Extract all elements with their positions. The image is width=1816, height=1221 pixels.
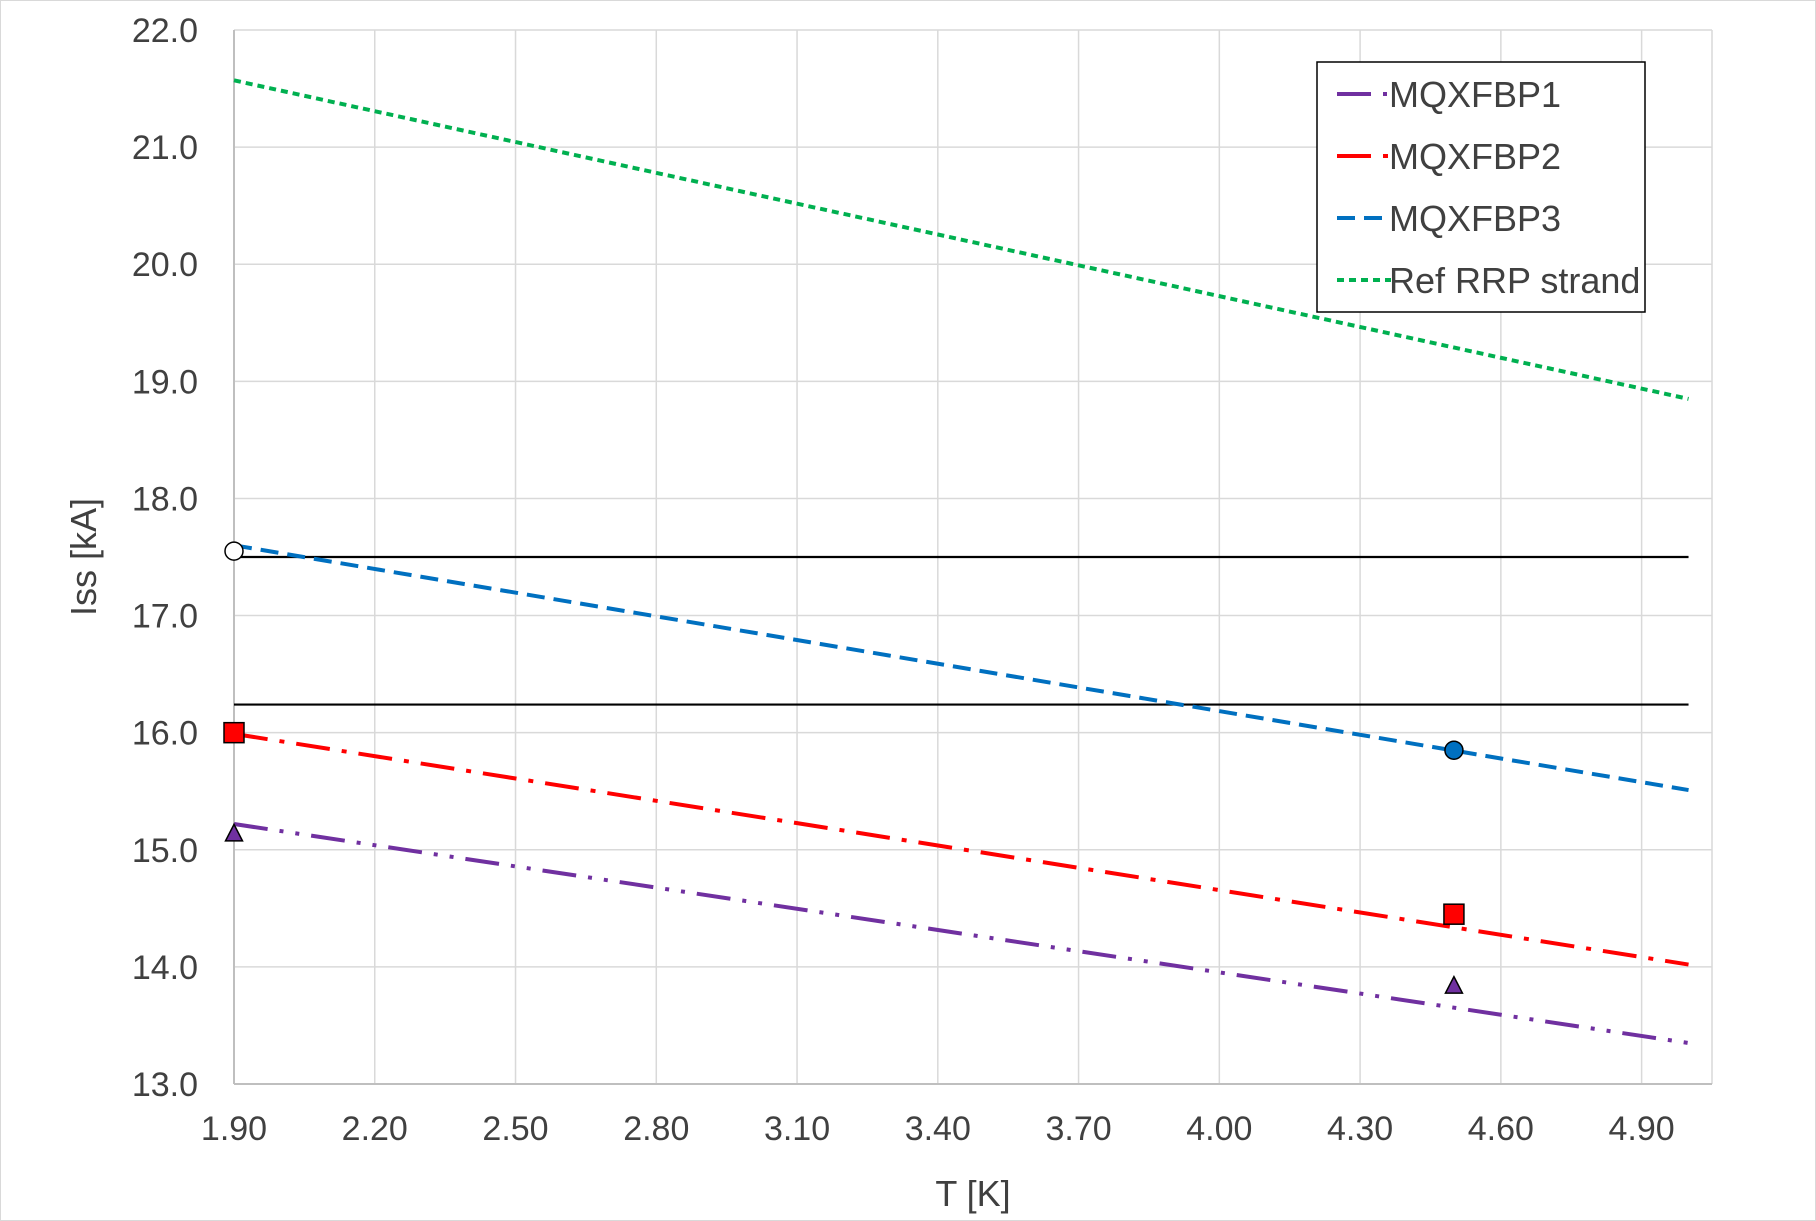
- x-tick-label: 2.80: [623, 1110, 689, 1148]
- legend-box: [1316, 61, 1646, 313]
- x-tick-label: 4.60: [1468, 1110, 1534, 1148]
- legend-item-mqxfbp3: MQXFBP3: [1337, 198, 1561, 239]
- x-axis-title: T [K]: [935, 1173, 1010, 1214]
- y-tick-label: 16.0: [132, 715, 198, 753]
- legend-item-ref-rrp-strand: Ref RRP strand: [1337, 260, 1640, 301]
- triangle-marker: [224, 822, 244, 842]
- y-axis-title: Iss [kA]: [63, 498, 104, 616]
- circle-marker: [224, 541, 244, 561]
- triangle-marker: [1444, 974, 1464, 994]
- y-tick-label: 22.0: [132, 12, 198, 50]
- reference-lines: [234, 555, 1689, 706]
- x-tick-label: 4.30: [1327, 1110, 1393, 1148]
- x-tick-label: 3.70: [1045, 1110, 1111, 1148]
- legend-label-mqxfbp1: MQXFBP1: [1389, 74, 1561, 115]
- x-tick-label: 1.90: [201, 1110, 267, 1148]
- series-line-mqxfbp3: [233, 543, 1689, 793]
- tick-labels: 1.90 2.20 2.50 2.80 3.10 3.40 3.70 4.00 4.30 4.60…: [132, 12, 1675, 1148]
- legend-label-mqxfbp2: MQXFBP2: [1389, 136, 1561, 177]
- legend-item-mqxfbp1: MQXFBP1: [1337, 74, 1561, 115]
- square-marker: [1443, 903, 1465, 925]
- legend-item-mqxfbp2: MQXFBP2: [1337, 136, 1561, 177]
- circle-marker: [1444, 740, 1464, 760]
- series-line-mqxfbp2: [233, 731, 1689, 967]
- y-tick-label: 14.0: [132, 949, 198, 987]
- square-marker: [223, 721, 245, 744]
- x-tick-label: 4.00: [1186, 1110, 1252, 1148]
- y-tick-label: 19.0: [132, 363, 198, 401]
- y-tick-label: 15.0: [132, 832, 198, 870]
- legend-label-ref-rrp-strand: Ref RRP strand: [1389, 260, 1640, 301]
- legend: MQXFBP1 MQXFBP2 MQXFBP3 Ref RRP strand: [1316, 61, 1646, 313]
- series-line-ref-rrp-strand: [233, 78, 1689, 401]
- x-tick-label: 4.90: [1609, 1110, 1675, 1148]
- x-tick-label: 2.20: [342, 1110, 408, 1148]
- markers-group: [223, 541, 1465, 994]
- y-tick-label: 17.0: [132, 598, 198, 636]
- y-tick-label: 20.0: [132, 246, 198, 284]
- y-tick-label: 18.0: [132, 480, 198, 518]
- legend-label-mqxfbp3: MQXFBP3: [1389, 198, 1561, 239]
- x-tick-label: 3.40: [905, 1110, 971, 1148]
- y-tick-label: 21.0: [132, 129, 198, 167]
- x-tick-label: 2.50: [482, 1110, 548, 1148]
- series-line-mqxfbp1: [233, 822, 1689, 1045]
- x-tick-label: 3.10: [764, 1110, 830, 1148]
- y-tick-label: 13.0: [132, 1066, 198, 1104]
